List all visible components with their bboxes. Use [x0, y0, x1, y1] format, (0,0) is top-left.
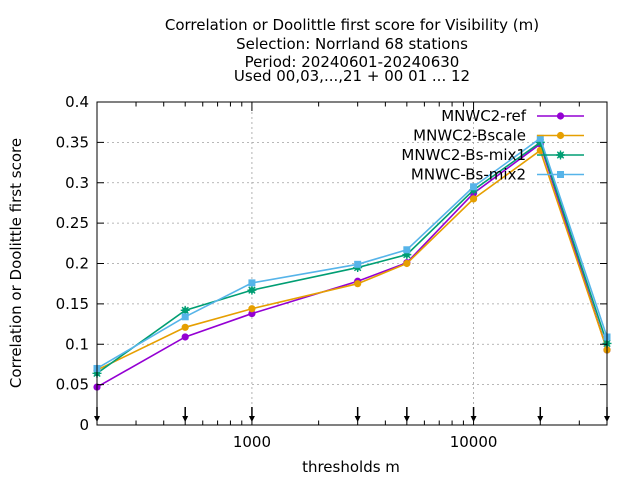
series-line — [96, 137, 608, 370]
y-tick-label: 0.15 — [56, 295, 89, 313]
y-tick-label: 0.1 — [65, 335, 89, 353]
y-tick-label: 0.35 — [56, 133, 89, 151]
series-line — [96, 142, 608, 388]
data-point — [181, 333, 189, 341]
data-point — [247, 285, 257, 295]
title-line-3: Period: 20240601-20240630 — [245, 53, 460, 71]
data-point — [470, 183, 478, 191]
legend-label: MNWC2-Bscale — [413, 127, 526, 145]
data-point — [354, 260, 362, 268]
series-mnwc-bs-mix2 — [93, 134, 611, 372]
data-point — [181, 313, 189, 321]
data-point-rays — [535, 137, 545, 147]
y-axis-label: Correlation or Doolittle first score — [7, 138, 25, 388]
threshold-arrow-head — [537, 416, 544, 422]
threshold-markers — [94, 407, 610, 422]
title-line-2: Selection: Norrland 68 stations — [236, 35, 468, 53]
y-tick-label: 0.2 — [65, 255, 89, 273]
threshold-arrow-head — [354, 416, 361, 422]
series-layer — [92, 134, 612, 391]
threshold-arrow-head — [403, 416, 410, 422]
data-point — [248, 279, 256, 287]
data-point — [556, 150, 565, 160]
y-tick-label: 0.25 — [56, 214, 89, 232]
data-point — [556, 131, 565, 140]
legend-label: MNWC2-Bs-mix1 — [401, 146, 526, 164]
data-point — [181, 323, 189, 331]
data-point — [180, 305, 190, 315]
threshold-arrow-head — [182, 416, 189, 422]
title-line-4: Used 00,03,...,21 + 00 01 ... 12 — [234, 67, 470, 85]
series-line — [96, 149, 608, 371]
legend-label: MNWC-Bs-mix2 — [411, 166, 526, 184]
axis-ticks: 0 0.05 0.1 0.15 0.2 0.25 0.3 0.35 0.4 1000 10000 — [56, 93, 607, 451]
x-tick-label: 10000 — [450, 433, 498, 451]
data-point — [248, 305, 256, 313]
chart-title: Correlation or Doolittle first score for… — [165, 16, 539, 85]
series-mnwc2-bscale — [93, 146, 611, 374]
y-tick-label: 0.05 — [56, 376, 89, 394]
x-axis-label: thresholds m — [302, 458, 400, 476]
data-point-rays — [247, 285, 257, 295]
series-mnwc2-bs-mix1 — [92, 137, 612, 378]
data-point — [556, 112, 565, 120]
grid — [97, 102, 607, 425]
data-point — [469, 195, 478, 203]
legend-label: MNWC2-ref — [441, 107, 526, 125]
x-tick-label: 1000 — [233, 433, 271, 451]
data-point-rays — [556, 150, 565, 160]
data-point — [536, 134, 544, 142]
series-line — [96, 141, 608, 374]
data-point — [403, 246, 411, 254]
title-line-1: Correlation or Doolittle first score for… — [165, 16, 539, 34]
data-point — [403, 259, 411, 268]
y-tick-label: 0 — [79, 416, 89, 434]
y-tick-label: 0.4 — [65, 93, 89, 111]
data-point — [354, 280, 362, 288]
data-point — [557, 171, 564, 178]
y-tick-label: 0.3 — [65, 174, 89, 192]
data-point-rays — [180, 305, 190, 315]
data-point-rays — [402, 250, 412, 260]
